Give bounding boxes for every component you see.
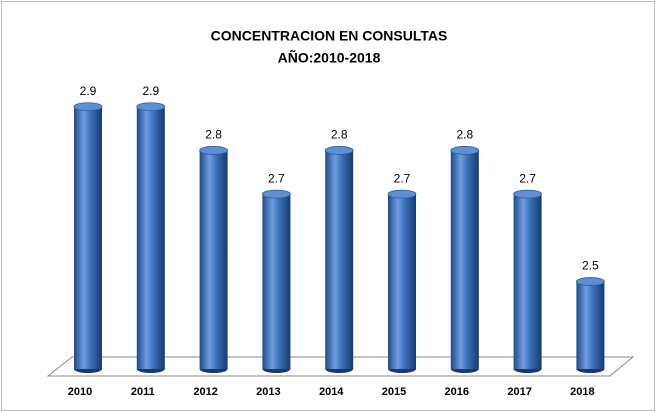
value-label: 2.9 xyxy=(80,84,97,98)
x-tick-label: 2016 xyxy=(445,386,469,398)
x-tick-label: 2012 xyxy=(193,386,217,398)
bar xyxy=(74,106,102,369)
value-label: 2.7 xyxy=(394,171,411,185)
bar-top xyxy=(136,102,166,112)
bar-top xyxy=(199,146,229,155)
value-label: 2.8 xyxy=(205,128,222,142)
bar-top xyxy=(73,102,103,112)
value-label: 2.7 xyxy=(519,171,536,185)
value-label: 2.8 xyxy=(456,128,473,142)
x-tick-label: 2011 xyxy=(131,386,155,398)
x-tick-label: 2010 xyxy=(68,386,92,398)
value-label: 2.9 xyxy=(142,84,159,98)
x-tick-label: 2017 xyxy=(507,386,531,398)
bar xyxy=(513,194,542,369)
x-tick-label: 2014 xyxy=(319,386,344,398)
x-tick-label: 2013 xyxy=(256,386,280,398)
bar xyxy=(325,150,354,369)
value-label: 2.5 xyxy=(582,259,599,273)
bar xyxy=(450,150,479,369)
x-tick-label: 2018 xyxy=(570,386,594,398)
bar xyxy=(576,281,605,369)
bar xyxy=(388,194,416,369)
value-label: 2.7 xyxy=(268,171,285,185)
bar-top xyxy=(324,146,354,155)
chart-subtitle: AÑO:2010-2018 xyxy=(278,49,381,66)
bar xyxy=(199,150,228,369)
chart-title: CONCENTRACION EN CONSULTAS xyxy=(211,28,448,44)
bar-top xyxy=(261,189,291,199)
bar-top xyxy=(450,146,480,155)
bar-top xyxy=(387,189,417,199)
bar xyxy=(262,194,291,369)
bar-top xyxy=(576,277,605,286)
x-tick-label: 2015 xyxy=(382,386,406,398)
bar-top xyxy=(513,189,542,199)
value-label: 2.8 xyxy=(331,128,348,142)
bar xyxy=(136,106,165,369)
